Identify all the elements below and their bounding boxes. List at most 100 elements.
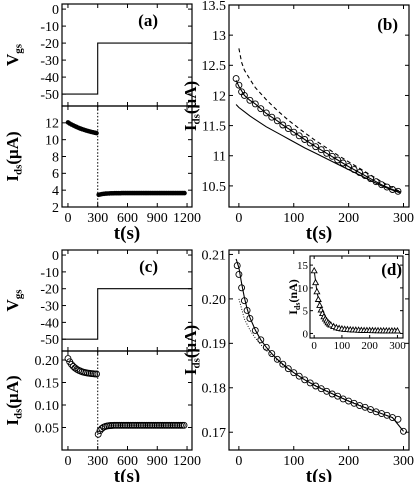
y-tick-label-c-top-5: -50 — [40, 333, 59, 348]
data-point-c-bottom-s0-1-48 — [180, 421, 188, 429]
data-point-d-s2-0-10 — [273, 355, 281, 363]
data-point-b-s3-0-25 — [361, 172, 369, 180]
y-tick-label-c-bottom-3: 0.20 — [35, 354, 60, 369]
series-line-b-1 — [235, 104, 401, 194]
data-point-c-bottom-s0-1-17 — [125, 421, 133, 429]
x-tick-label-d-1: 100 — [283, 454, 304, 469]
y-axis-label-c-top: Vgs — [3, 289, 25, 312]
axes-frame-d-inset — [309, 255, 404, 339]
data-point-b-s3-0-27 — [372, 178, 380, 186]
data-point-b-s3-0-22 — [345, 163, 353, 171]
data-point-c-bottom-s0-1-2 — [98, 425, 106, 432]
x-axis-label-c-bottom: t(s) — [114, 466, 140, 482]
x-tick-label-d-inset-1: 100 — [334, 340, 351, 352]
data-point-a-bottom-s0-1-48 — [182, 190, 187, 196]
x-tick-label-d-inset-2: 200 — [361, 340, 378, 352]
data-point-b-s3-0-8 — [268, 113, 276, 121]
y-tick-label-d-1: 0.18 — [202, 382, 227, 397]
data-point-b-s3-0-12 — [290, 128, 298, 136]
y-tick-label-d-inset-1: 5 — [303, 306, 309, 318]
series-line-a-top-0 — [62, 42, 192, 95]
data-point-c-bottom-s0-1-20 — [130, 421, 138, 429]
data-point-b-s3-0-9 — [273, 117, 281, 125]
data-point-d-inset-s1-0 — [310, 266, 318, 274]
data-point-d-s2-0-13 — [290, 369, 298, 377]
x-tick-label-c-bottom-2: 600 — [117, 454, 138, 469]
y-axis-label-main: I — [3, 175, 22, 182]
y-axis-label-unit: (μA) — [181, 81, 200, 114]
data-point-b-s3-0-24 — [356, 169, 364, 177]
data-point-c-bottom-s0-1-25 — [139, 421, 147, 429]
data-point-d-s2-0-18 — [317, 385, 325, 393]
data-point-d-s2-0-33 — [400, 427, 407, 435]
data-point-b-s3-0-14 — [301, 136, 309, 143]
data-point-b-s3-0-19 — [328, 152, 336, 160]
panel-frames — [62, 4, 409, 450]
x-tick-label-d-inset-3: 300 — [389, 340, 406, 352]
panel-label-c: (c) — [139, 257, 158, 276]
y-axis-label-subscript: ds — [191, 357, 203, 368]
data-point-d-s2-0-32 — [394, 415, 402, 423]
y-axis-label-subscript: ds — [191, 113, 203, 124]
y-tick-label-a-top-3: -30 — [40, 54, 59, 69]
x-tick-label-b-2: 200 — [338, 211, 359, 226]
data-point-d-s2-0-3 — [240, 297, 248, 305]
x-tick-label-d-0: 0 — [235, 454, 242, 469]
data-point-b-s3-0-16 — [312, 143, 320, 151]
data-point-b-s3-0-0 — [232, 75, 240, 83]
data-point-d-inset-s1-36 — [393, 326, 401, 334]
plot-area-a-bottom — [65, 106, 187, 207]
data-point-c-bottom-s0-1-40 — [166, 421, 174, 429]
y-tick-label-c-bottom-1: 0.10 — [35, 399, 60, 414]
data-point-d-s2-0-11 — [279, 360, 287, 368]
x-tick-label-a-bottom-4: 1200 — [173, 211, 201, 226]
x-tick-label-b-0: 0 — [235, 211, 242, 226]
y-axis-label-main: V — [3, 53, 22, 66]
y-tick-label-b-0: 10.5 — [202, 180, 227, 195]
data-point-c-bottom-s0-1-33 — [153, 421, 161, 429]
data-point-b-s3-0-10 — [279, 121, 287, 129]
data-point-b-s3-0-4 — [246, 96, 254, 104]
data-point-b-s3-0-7 — [262, 109, 270, 117]
panel-background-a-bottom — [62, 106, 192, 207]
y-axis-label-d-inset: Ids(nA) — [286, 279, 302, 315]
data-point-d-s2-0-21 — [334, 392, 342, 400]
data-point-c-bottom-s0-1-10 — [112, 421, 120, 429]
data-point-c-bottom-s0-0-0 — [64, 355, 72, 363]
x-tick-label-c-bottom-3: 900 — [147, 454, 168, 469]
data-point-b-s3-0-6 — [257, 105, 265, 113]
y-tick-label-a-bottom-2: 6 — [52, 167, 59, 182]
y-tick-label-d-4: 0.21 — [202, 248, 227, 263]
data-point-b-s3-0-11 — [284, 125, 292, 133]
data-point-d-s2-0-17 — [312, 382, 320, 390]
y-axis-label-main: I — [3, 419, 22, 426]
y-axis-label-a-top: Vgs — [3, 43, 25, 66]
y-tick-label-b-3: 12 — [212, 89, 226, 104]
data-point-d-inset-s1-1 — [312, 278, 320, 286]
series-line-c-top-0 — [62, 288, 192, 340]
plot-area-b — [232, 48, 402, 195]
data-point-c-bottom-s0-1-11 — [114, 421, 122, 429]
data-point-c-bottom-s0-1-35 — [157, 421, 165, 429]
panel-label-a: (a) — [138, 11, 158, 30]
y-axis-label-subscript: ds — [13, 164, 25, 175]
x-tick-label-a-bottom-3: 900 — [147, 211, 168, 226]
data-point-c-bottom-s0-1-29 — [146, 421, 154, 429]
y-tick-label-a-top-1: -10 — [40, 20, 59, 35]
data-layer — [62, 42, 407, 450]
panel-label-b: (b) — [377, 15, 398, 34]
data-point-d-s2-0-5 — [246, 314, 254, 322]
data-point-b-s3-0-15 — [306, 139, 314, 147]
x-tick-label-b-3: 300 — [393, 211, 414, 226]
y-tick-label-c-top-1: -10 — [40, 266, 59, 281]
y-tick-label-a-top-5: -50 — [40, 88, 59, 103]
data-point-c-bottom-s0-1-38 — [162, 421, 170, 429]
x-tick-label-c-bottom-0: 0 — [64, 454, 71, 469]
data-point-c-bottom-s0-1-47 — [178, 421, 186, 429]
data-point-c-bottom-s0-1-9 — [110, 421, 118, 429]
y-axis-label-main: V — [3, 299, 22, 312]
data-point-d-s2-0-14 — [295, 372, 303, 380]
data-point-c-bottom-s0-1-1 — [96, 427, 104, 435]
data-point-b-s3-0-17 — [317, 146, 325, 154]
